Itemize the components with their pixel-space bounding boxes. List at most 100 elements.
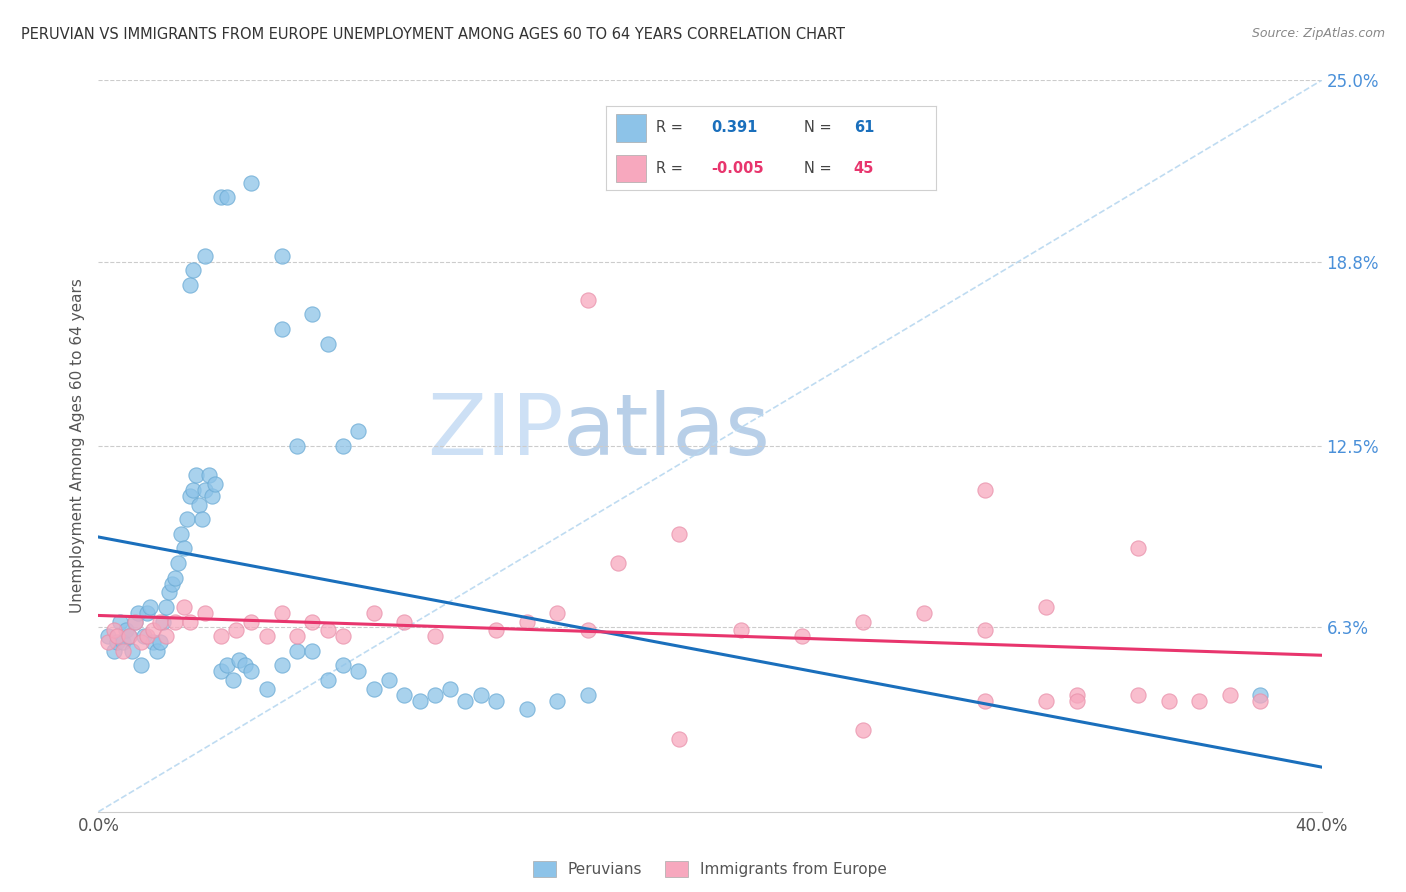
Point [155,629,177,643]
Point [363,606,385,620]
Point [332,629,354,643]
Point [301,307,323,321]
Point [576,293,599,307]
Point [730,624,752,638]
Point [668,526,690,541]
Point [852,615,875,629]
Point [105,635,128,649]
Point [347,665,370,679]
Point [439,681,461,696]
Point [129,658,152,673]
Point [173,541,195,556]
Point [256,681,278,696]
Point [124,615,146,629]
Point [1249,688,1271,702]
Point [576,624,599,638]
Point [363,681,385,696]
Point [852,723,875,737]
Point [1188,693,1211,707]
Point [1157,693,1180,707]
Point [316,624,339,638]
Point [118,629,141,643]
Point [136,629,159,643]
Point [256,629,278,643]
Point [186,468,208,483]
Point [209,665,232,679]
Point [1035,693,1057,707]
Point [392,615,416,629]
Point [516,615,538,629]
Text: Source: ZipAtlas.com: Source: ZipAtlas.com [1251,27,1385,40]
Point [301,615,323,629]
Legend: Peruvians, Immigrants from Europe: Peruvians, Immigrants from Europe [533,862,887,877]
Point [228,652,250,666]
Point [197,468,219,483]
Point [516,702,538,716]
Point [546,606,568,620]
Point [423,688,446,702]
Point [233,658,256,673]
Point [222,673,245,687]
Point [1066,688,1088,702]
Y-axis label: Unemployment Among Ages 60 to 64 years: Unemployment Among Ages 60 to 64 years [70,278,86,614]
Point [97,629,120,643]
Point [111,635,134,649]
Point [179,278,201,293]
Point [316,673,339,687]
Point [105,629,128,643]
Point [485,693,508,707]
Point [301,644,323,658]
Point [378,673,401,687]
Point [668,731,690,746]
Point [215,658,238,673]
Point [790,629,813,643]
Point [240,665,263,679]
Point [974,483,997,497]
Point [176,512,198,526]
Point [200,489,222,503]
Point [347,425,370,439]
Point [108,615,131,629]
Point [188,498,211,512]
Point [1128,541,1150,556]
Point [215,190,238,204]
Text: PERUVIAN VS IMMIGRANTS FROM EUROPE UNEMPLOYMENT AMONG AGES 60 TO 64 YEARS CORREL: PERUVIAN VS IMMIGRANTS FROM EUROPE UNEMP… [21,27,845,42]
Point [285,439,308,453]
Point [173,599,195,614]
Point [163,571,186,585]
Point [145,644,167,658]
Point [1066,693,1088,707]
Point [155,599,177,614]
Point [121,644,143,658]
Point [163,615,186,629]
Point [392,688,416,702]
Point [191,512,214,526]
Point [240,176,263,190]
Point [285,644,308,658]
Point [149,635,172,649]
Point [142,624,165,638]
Point [149,615,172,629]
Point [97,635,120,649]
Point [240,615,263,629]
Point [209,190,232,204]
Point [270,606,292,620]
Point [115,624,138,638]
Point [1035,599,1057,614]
Point [285,629,308,643]
Point [607,556,630,570]
Point [270,322,292,336]
Point [576,688,599,702]
Point [194,483,217,497]
Text: atlas: atlas [564,390,772,473]
Point [316,336,339,351]
Point [160,576,183,591]
Point [134,629,156,643]
Point [270,249,292,263]
Point [485,624,508,638]
Point [332,439,354,453]
Point [142,635,165,649]
Point [974,693,997,707]
Point [194,606,217,620]
Point [974,624,997,638]
